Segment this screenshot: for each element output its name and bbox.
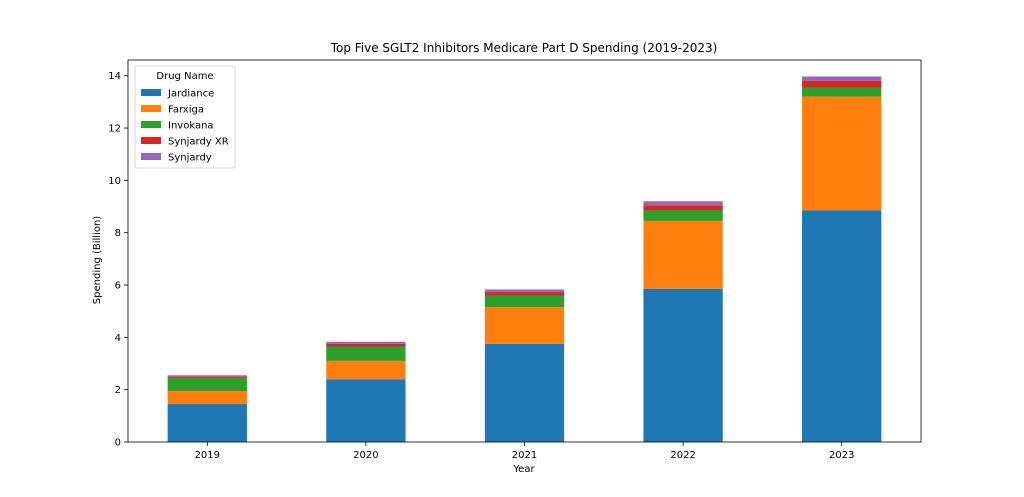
legend-entry: Jardiance: [167, 89, 214, 100]
y-tick-label: 0: [115, 438, 121, 449]
legend-entry: Invokana: [168, 121, 214, 132]
legend-swatch: [141, 121, 161, 128]
bar-synjardy-2019: [167, 375, 247, 377]
bar-synjardy-xr-2021: [484, 292, 565, 296]
chart-title: Top Five SGLT2 Inhibitors Medicare Part …: [330, 41, 718, 55]
bar-jardiance-2023: [802, 210, 882, 442]
legend-title: Drug Name: [156, 71, 213, 82]
bar-farxiga-2023: [802, 96, 882, 211]
bar-invokana-2023: [802, 87, 882, 97]
bar-farxiga-2022: [643, 220, 723, 289]
bar-synjardy-xr-2023: [802, 80, 882, 88]
legend-swatch: [141, 105, 161, 112]
bar-invokana-2022: [643, 210, 723, 221]
legend-entry: Synjardy: [168, 153, 212, 164]
plot-area: 2019 2020 2021 2022 2023 0 2 4 6 8 10 12 14: [108, 59, 922, 461]
bar-synjardy-2022: [643, 201, 723, 206]
y-tick-label: 10: [108, 176, 121, 187]
bar-synjardy-xr-2019: [167, 376, 247, 378]
bar-synjardy-2021: [484, 289, 565, 293]
x-tick-label: 2020: [353, 450, 378, 461]
bar-jardiance-2019: [167, 404, 247, 442]
y-tick-label: 14: [108, 71, 121, 82]
y-tick-label: 12: [108, 124, 121, 135]
bar-jardiance-2021: [484, 343, 565, 442]
bar-jardiance-2022: [643, 288, 723, 442]
y-tick-label: 6: [115, 281, 121, 292]
legend: Drug Name Jardiance Farxiga Invokana Synjard…: [134, 65, 236, 169]
bar-farxiga-2021: [484, 307, 565, 344]
x-axis-label: Year: [512, 464, 535, 475]
bar-synjardy-2023: [802, 76, 882, 81]
bar-synjardy-2020: [326, 341, 406, 344]
bar-invokana-2019: [167, 377, 247, 391]
x-tick-label: 2019: [195, 450, 220, 461]
bar-synjardy-xr-2022: [643, 205, 723, 211]
bar-synjardy-xr-2020: [326, 343, 406, 347]
y-tick-label: 2: [115, 385, 121, 396]
y-axis-label: Spending (Billion): [92, 216, 103, 305]
bar-invokana-2021: [484, 295, 565, 308]
legend-swatch: [141, 89, 161, 96]
bar-farxiga-2020: [326, 360, 406, 380]
y-tick-label: 4: [115, 333, 121, 344]
legend-entry: Synjardy XR: [168, 137, 229, 148]
bar-jardiance-2020: [326, 379, 406, 442]
axes-frame: [127, 59, 922, 443]
legend-swatch: [141, 137, 161, 144]
x-tick-label: 2021: [512, 450, 537, 461]
x-tick-label: 2022: [670, 450, 695, 461]
bar-invokana-2020: [326, 346, 406, 361]
legend-swatch: [141, 153, 161, 160]
legend-entry: Farxiga: [168, 105, 204, 116]
bar-farxiga-2019: [167, 390, 247, 405]
x-tick-label: 2023: [829, 450, 854, 461]
y-tick-label: 8: [115, 228, 121, 239]
